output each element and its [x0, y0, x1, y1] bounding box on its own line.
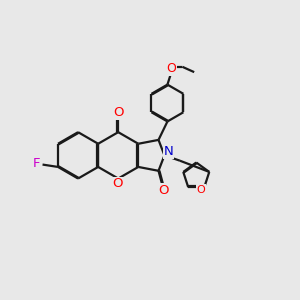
Text: O: O [113, 106, 124, 119]
Text: O: O [167, 62, 176, 75]
Text: O: O [158, 184, 169, 196]
Text: O: O [196, 184, 205, 195]
Text: F: F [32, 158, 40, 170]
Text: N: N [164, 145, 173, 158]
Text: O: O [112, 177, 123, 190]
